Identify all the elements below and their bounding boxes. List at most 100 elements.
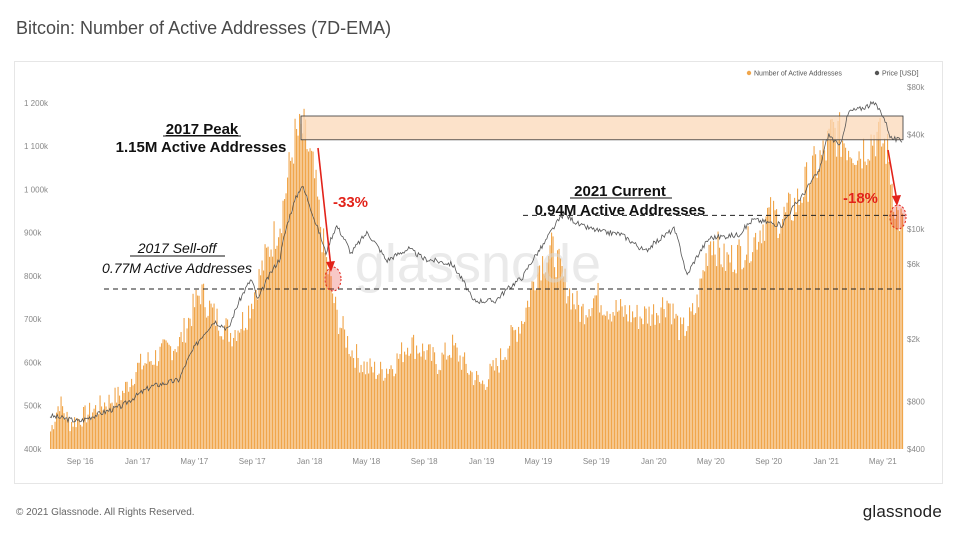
address-bar <box>143 365 145 449</box>
address-bar <box>326 257 328 449</box>
address-bar <box>315 169 317 450</box>
address-bar <box>408 355 410 449</box>
x-tick-label: Sep '17 <box>239 457 266 466</box>
y-right-tick-label: $400 <box>907 445 925 454</box>
address-bar <box>695 313 697 449</box>
address-bar <box>264 244 266 449</box>
address-bar <box>312 151 314 449</box>
address-bar <box>248 305 250 449</box>
address-bar <box>677 315 679 449</box>
address-bar <box>444 342 446 449</box>
address-bar <box>50 431 52 449</box>
address-bar <box>465 363 467 449</box>
address-bar <box>609 313 611 449</box>
address-bar <box>870 134 872 450</box>
address-bar <box>674 318 676 449</box>
peak-band <box>300 115 904 141</box>
address-bar <box>131 378 133 449</box>
address-bar <box>216 308 218 449</box>
address-bar <box>137 362 139 449</box>
y-right-tick-label: $40k <box>907 130 925 139</box>
address-bar <box>564 268 566 449</box>
address-bar <box>162 339 164 449</box>
address-bar <box>810 181 812 449</box>
address-bar <box>642 324 644 449</box>
address-bar <box>431 360 433 449</box>
address-bar <box>840 156 842 449</box>
address-bar <box>263 270 265 449</box>
address-bar <box>207 315 209 449</box>
address-bar <box>270 249 272 449</box>
address-bar <box>261 260 263 449</box>
address-bar <box>419 352 421 449</box>
address-bar <box>782 218 784 449</box>
address-bar <box>858 151 860 449</box>
address-bar <box>432 347 434 449</box>
address-bar <box>285 193 287 449</box>
address-bar <box>279 228 281 449</box>
selloff-annotation-value: 0.77M Active Addresses <box>102 260 252 276</box>
address-bar <box>191 326 193 449</box>
address-bar <box>420 356 422 449</box>
address-bar <box>278 237 280 449</box>
chart-frame <box>14 61 943 484</box>
address-bar <box>114 387 116 449</box>
address-bar <box>171 360 173 449</box>
address-bar <box>227 319 229 449</box>
address-bar <box>204 307 206 449</box>
change-label-2017: -33% <box>333 194 368 211</box>
address-bar <box>458 361 460 449</box>
address-bar <box>728 254 730 449</box>
address-bar <box>237 330 239 449</box>
address-bar <box>768 207 770 449</box>
address-bar <box>234 330 236 449</box>
address-bar <box>591 307 593 449</box>
address-bar <box>599 312 601 449</box>
address-bar <box>332 293 334 449</box>
address-bar <box>179 337 181 449</box>
address-bar <box>885 163 887 449</box>
x-tick-label: Jan '19 <box>469 457 495 466</box>
address-bar <box>494 370 496 449</box>
address-bar <box>506 359 508 449</box>
address-bar <box>258 269 260 449</box>
address-bar <box>528 307 530 449</box>
peak-band-layer <box>300 115 904 141</box>
address-bar <box>303 108 305 450</box>
y-left-tick-label: 600k <box>24 359 42 368</box>
address-bar <box>249 318 251 449</box>
address-bar <box>554 267 556 449</box>
address-bar <box>87 414 89 449</box>
address-bar <box>387 373 389 449</box>
address-bar <box>281 233 283 449</box>
address-bar <box>533 281 535 449</box>
address-bar <box>128 391 130 449</box>
address-bar <box>267 246 269 449</box>
address-bar <box>822 140 824 450</box>
address-bar <box>243 330 245 449</box>
address-bar <box>557 250 559 449</box>
address-bar <box>684 335 686 449</box>
address-bar <box>845 147 847 450</box>
address-bar <box>702 270 704 449</box>
address-bar <box>696 294 698 449</box>
address-bar <box>372 372 374 449</box>
address-bar <box>597 282 599 449</box>
address-bar <box>731 245 733 449</box>
address-bar <box>122 390 124 449</box>
y-right-tick-label: $800 <box>907 398 925 407</box>
address-bar <box>302 133 304 449</box>
address-bar <box>176 352 178 449</box>
address-bar <box>395 373 397 449</box>
address-bar <box>641 318 643 449</box>
address-bar <box>426 350 428 449</box>
address-bar <box>626 314 628 449</box>
address-bar <box>165 340 167 449</box>
address-bar <box>351 350 353 449</box>
address-bar <box>377 375 379 449</box>
address-bar <box>819 150 821 450</box>
y-left-tick-label: 700k <box>24 315 42 324</box>
address-bar <box>185 342 187 449</box>
address-bar <box>443 354 445 449</box>
